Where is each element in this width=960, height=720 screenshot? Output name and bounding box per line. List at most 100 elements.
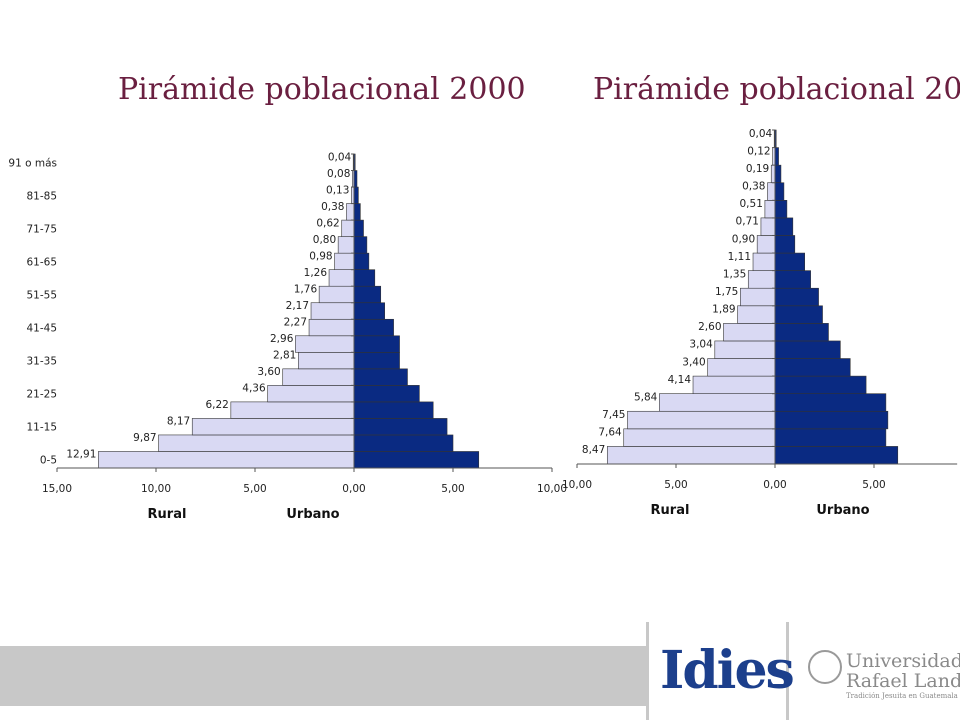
footer-divider-left [646, 622, 649, 720]
category-label: 41-45 [26, 323, 57, 335]
category-label: 31-35 [26, 356, 57, 368]
bar-urbano-46-50 [774, 287, 819, 307]
bar-rural-46-50 [740, 287, 776, 307]
data-label: 0,13 [326, 184, 349, 196]
data-label: 1,89 [712, 304, 735, 316]
bar-rural-31-35 [714, 340, 776, 359]
x-tick-label: 5,00 [441, 483, 464, 495]
category-label: 71-75 [26, 223, 57, 235]
category-label: 91 o más [8, 157, 57, 169]
bar-urbano-76-80 [774, 182, 785, 201]
legend-rural: Rural [148, 507, 187, 522]
data-label: 9,87 [133, 432, 156, 444]
data-label: 3,60 [257, 366, 280, 378]
data-label: 0,38 [742, 181, 765, 193]
logo-area [648, 622, 960, 720]
data-label: 8,47 [582, 444, 605, 456]
data-label: 3,40 [682, 356, 705, 368]
bar-urbano-41-45 [774, 305, 823, 324]
category-label: 61-65 [26, 256, 57, 268]
bar-urbano-36-40 [774, 323, 829, 342]
x-tick-label: 0,00 [763, 479, 786, 491]
data-label: 0,12 [747, 145, 770, 157]
data-label: 1,11 [728, 251, 751, 263]
data-label: 0,51 [740, 198, 763, 210]
bar-rural-61-65 [756, 235, 776, 254]
bar-rural-6-10 [623, 428, 776, 447]
x-tick-label: 5,00 [862, 479, 885, 491]
bar-urbano-16-20 [774, 393, 887, 412]
bar-urbano-6-10 [774, 428, 887, 447]
bar-urbano-26-30 [774, 358, 851, 377]
data-label: 1,35 [723, 268, 746, 280]
bar-rural-56-60 [752, 252, 776, 271]
bar-urbano-81-85 [774, 164, 782, 184]
data-label: 0,71 [736, 216, 759, 228]
legend-rural: Rural [651, 503, 690, 518]
bar-rural-0-5 [606, 446, 776, 465]
bar-urbano-86-90 [774, 147, 779, 166]
data-label: 0,80 [313, 234, 336, 246]
bar-urbano-31-35 [774, 340, 841, 359]
category-label: 51-55 [26, 289, 57, 301]
bar-urbano-51-55 [774, 270, 811, 289]
data-label: 7,45 [602, 409, 625, 421]
x-tick-label: 10,00 [562, 479, 592, 491]
bar-urbano-0-5 [774, 446, 899, 465]
data-label: 0,08 [327, 168, 350, 180]
data-label: 1,76 [294, 283, 318, 295]
data-label: 3,04 [689, 339, 713, 351]
bar-rural-11-15 [627, 410, 776, 430]
data-label: 4,36 [242, 383, 266, 395]
bar-rural-71-75 [764, 200, 776, 219]
chart-title-2013: Pirámide poblacional 2013 [593, 72, 960, 107]
data-label: 2,27 [284, 317, 307, 329]
idies-logo: Idies [660, 640, 795, 701]
data-label: 0,98 [309, 250, 332, 262]
bar-urbano-66-70 [774, 217, 794, 236]
category-label: 11-15 [26, 422, 57, 434]
legend-urbano: Urbano [286, 507, 339, 522]
bar-rural-21-25 [692, 375, 776, 394]
data-label: 6,22 [205, 399, 228, 411]
data-label: 12,91 [66, 449, 96, 461]
data-label: 0,38 [321, 201, 344, 213]
bar-urbano-21-25 [774, 375, 867, 394]
bar-rural-41-45 [737, 305, 776, 324]
university-seal-icon [808, 650, 842, 684]
bar-urbano-11-15 [774, 410, 889, 430]
data-label: 0,04 [749, 128, 773, 140]
x-tick-label: 0,00 [342, 483, 365, 495]
data-label: 2,17 [286, 300, 309, 312]
idies-logo-bar [770, 684, 786, 687]
data-label: 1,26 [304, 267, 328, 279]
data-label: 2,96 [270, 333, 294, 345]
x-tick-label: 5,00 [664, 479, 687, 491]
category-label: 81-85 [26, 190, 57, 202]
x-tick-label: 5,00 [243, 483, 266, 495]
university-name-line2: Rafael Landívar [846, 670, 960, 692]
bar-urbano-61-65 [774, 235, 796, 254]
data-label: 0,04 [328, 151, 352, 163]
x-tick-label: 10,00 [537, 483, 567, 495]
bar-rural-36-40 [723, 323, 776, 342]
category-label: 21-25 [26, 389, 57, 401]
x-tick-label: 15,00 [42, 483, 72, 495]
data-label: 0,62 [316, 217, 339, 229]
bar-rural-76-80 [767, 182, 776, 201]
data-label: 2,60 [698, 321, 721, 333]
footer-divider-right [786, 622, 789, 720]
bar-rural-66-70 [760, 217, 776, 236]
data-label: 8,17 [167, 416, 190, 428]
university-name-line3: Tradición Jesuita en Guatemala [846, 692, 958, 700]
bar-rural-16-20 [659, 393, 776, 412]
bar-urbano-56-60 [774, 252, 806, 271]
data-label: 5,84 [634, 391, 658, 403]
chart-title-2000: Pirámide poblacional 2000 [118, 72, 526, 107]
university-name-line1: Universidad [846, 650, 960, 672]
bar-urbano-71-75 [774, 200, 788, 219]
data-label: 0,19 [746, 163, 769, 175]
data-label: 1,75 [715, 286, 738, 298]
bar-rural-26-30 [707, 358, 776, 377]
